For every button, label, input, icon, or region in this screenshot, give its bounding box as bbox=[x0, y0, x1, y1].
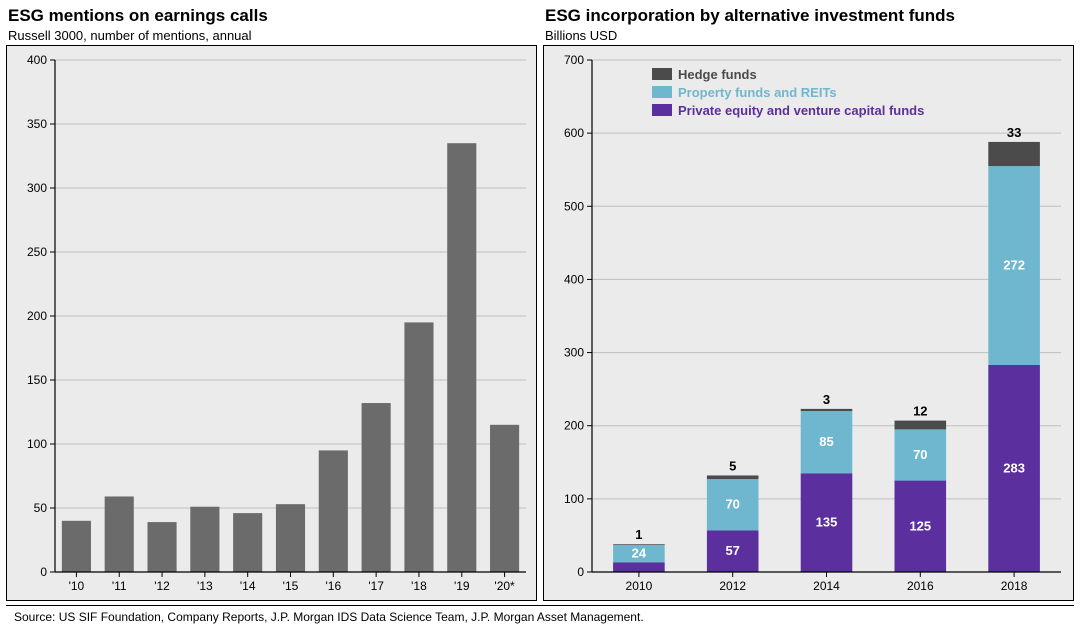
y-tick-label: 200 bbox=[27, 309, 47, 323]
bar bbox=[319, 450, 348, 572]
x-tick-label: '15 bbox=[283, 579, 299, 593]
bar bbox=[276, 504, 305, 572]
bar bbox=[362, 403, 391, 572]
y-tick-label: 0 bbox=[577, 565, 584, 579]
x-tick-label: 2014 bbox=[813, 579, 840, 593]
segment-label: 5 bbox=[729, 458, 736, 473]
segment-label: 57 bbox=[725, 543, 739, 558]
segment-label: 1 bbox=[635, 527, 642, 542]
right-panel-header: ESG incorporation by alternative investm… bbox=[543, 6, 1074, 45]
x-tick-label: '19 bbox=[454, 579, 470, 593]
right-chart-svg: 0100200300400500600700132415770513585312… bbox=[544, 46, 1073, 600]
x-tick-label: '17 bbox=[368, 579, 384, 593]
segment-label: 3 bbox=[823, 392, 830, 407]
y-tick-label: 150 bbox=[27, 373, 47, 387]
x-tick-label: 2018 bbox=[1001, 579, 1028, 593]
left-panel-header: ESG mentions on earnings calls Russell 3… bbox=[6, 6, 537, 45]
y-tick-label: 0 bbox=[40, 565, 47, 579]
x-tick-label: '10 bbox=[69, 579, 85, 593]
segment-label: 12 bbox=[913, 404, 927, 419]
y-tick-label: 300 bbox=[564, 346, 584, 360]
stacked-segment bbox=[988, 142, 1040, 166]
legend-label: Hedge funds bbox=[678, 67, 757, 82]
y-tick-label: 100 bbox=[564, 492, 584, 506]
y-tick-label: 350 bbox=[27, 117, 47, 131]
x-tick-label: 2012 bbox=[719, 579, 746, 593]
right-plot: 0100200300400500600700132415770513585312… bbox=[543, 45, 1074, 601]
segment-label: 33 bbox=[1007, 125, 1021, 140]
segment-label: 24 bbox=[632, 546, 647, 561]
segment-label: 135 bbox=[816, 515, 838, 530]
charts-row: ESG mentions on earnings calls Russell 3… bbox=[0, 0, 1080, 601]
segment-label: 125 bbox=[909, 518, 931, 533]
legend-label: Private equity and venture capital funds bbox=[678, 103, 924, 118]
y-tick-label: 50 bbox=[34, 501, 48, 515]
bar bbox=[190, 507, 219, 572]
y-tick-label: 300 bbox=[27, 181, 47, 195]
segment-label: 70 bbox=[913, 447, 927, 462]
left-panel: ESG mentions on earnings calls Russell 3… bbox=[6, 6, 537, 601]
bar bbox=[62, 521, 91, 572]
x-tick-label: '18 bbox=[411, 579, 427, 593]
x-tick-label: '13 bbox=[197, 579, 213, 593]
bar bbox=[447, 143, 476, 572]
y-tick-label: 200 bbox=[564, 419, 584, 433]
stacked-segment bbox=[895, 421, 947, 430]
y-tick-label: 600 bbox=[564, 126, 584, 140]
bar bbox=[105, 496, 134, 572]
segment-label: 70 bbox=[725, 497, 739, 512]
x-tick-label: 2010 bbox=[626, 579, 653, 593]
y-tick-label: 400 bbox=[27, 53, 47, 67]
stacked-segment bbox=[801, 409, 853, 411]
y-tick-label: 700 bbox=[564, 53, 584, 67]
x-tick-label: '11 bbox=[112, 579, 127, 593]
right-panel: ESG incorporation by alternative investm… bbox=[543, 6, 1074, 601]
x-tick-label: '20* bbox=[494, 579, 515, 593]
stacked-segment bbox=[707, 475, 759, 479]
source-line: Source: US SIF Foundation, Company Repor… bbox=[6, 605, 1074, 630]
legend-label: Property funds and REITs bbox=[678, 85, 837, 100]
y-tick-label: 500 bbox=[564, 199, 584, 213]
y-tick-label: 250 bbox=[27, 245, 47, 259]
y-tick-label: 100 bbox=[27, 437, 47, 451]
legend-swatch bbox=[652, 104, 672, 116]
figure-container: ESG mentions on earnings calls Russell 3… bbox=[0, 0, 1080, 630]
y-tick-label: 400 bbox=[564, 272, 584, 286]
segment-label: 283 bbox=[1003, 461, 1025, 476]
bar bbox=[147, 522, 176, 572]
x-tick-label: '14 bbox=[240, 579, 256, 593]
stacked-segment bbox=[613, 562, 665, 572]
legend-swatch bbox=[652, 86, 672, 98]
left-title: ESG mentions on earnings calls bbox=[8, 6, 535, 26]
bar bbox=[490, 425, 519, 572]
left-subtitle: Russell 3000, number of mentions, annual bbox=[8, 28, 535, 43]
left-chart-svg: 0 50 100 150 200 250 300 350 400 '10 '11 '12 '13 '14 '… bbox=[7, 46, 536, 600]
right-subtitle: Billions USD bbox=[545, 28, 1072, 43]
bar bbox=[404, 322, 433, 572]
x-tick-label: '12 bbox=[154, 579, 170, 593]
left-plot: 0 50 100 150 200 250 300 350 400 '10 '11 '12 '13 '14 '… bbox=[6, 45, 537, 601]
bar bbox=[233, 513, 262, 572]
segment-label: 272 bbox=[1003, 258, 1025, 273]
legend-swatch bbox=[652, 68, 672, 80]
stacked-segment bbox=[613, 544, 665, 545]
right-title: ESG incorporation by alternative investm… bbox=[545, 6, 1072, 26]
segment-label: 85 bbox=[819, 434, 833, 449]
x-tick-label: 2016 bbox=[907, 579, 934, 593]
x-tick-label: '16 bbox=[325, 579, 341, 593]
